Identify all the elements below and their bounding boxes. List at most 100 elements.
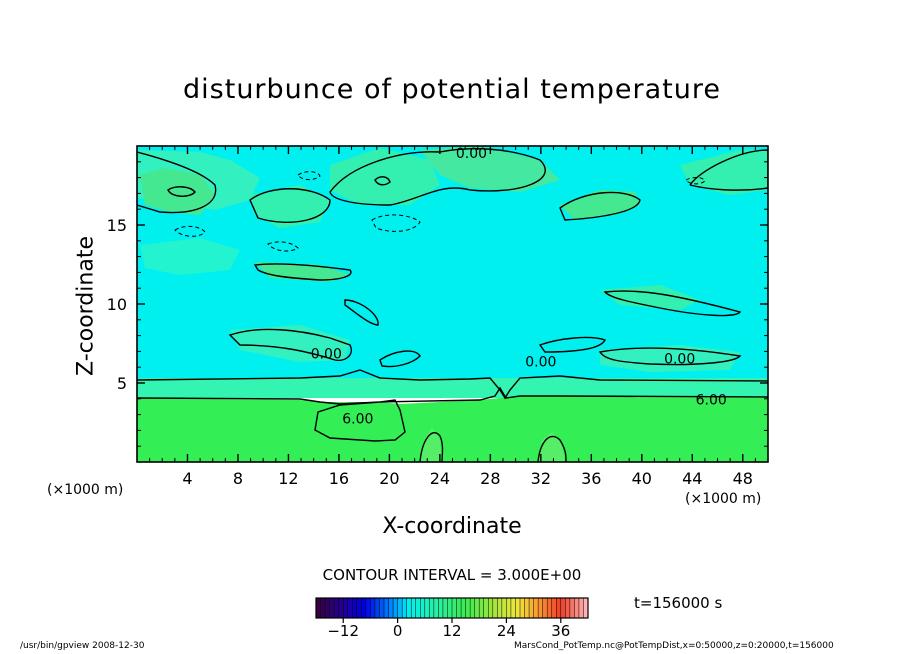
colorbar-cell	[438, 598, 444, 618]
contour-0-small-left	[167, 186, 196, 197]
colorbar-cell	[479, 598, 485, 618]
colorbar-cell	[388, 598, 394, 618]
colorbar-cell	[393, 598, 398, 618]
colorbar: −12 0 12 24 36	[315, 597, 589, 640]
y-axis-label: Z-coordinate	[73, 236, 99, 376]
x-tick-label: 24	[430, 469, 450, 488]
colorbar-cell	[560, 598, 566, 618]
contour-6-blob-33	[537, 435, 567, 462]
colorbar-tick-label: 0	[393, 622, 403, 640]
y-axis: 5 10 15	[107, 161, 768, 447]
colorbar-cell	[578, 598, 584, 618]
colorbar-cell	[538, 598, 543, 618]
contour-lines	[137, 148, 768, 462]
patch-lower-left	[230, 325, 350, 362]
colorbar-cell	[361, 598, 367, 618]
colorbar-cell	[569, 598, 575, 618]
contour-0-boundary	[137, 369, 768, 400]
neg-contour-1	[174, 225, 206, 237]
colorbar-cell	[429, 598, 435, 618]
colorbar-cell	[461, 598, 466, 618]
colorbar-cell	[397, 598, 403, 618]
patch-top-right	[420, 146, 560, 192]
x-axis: 4 8 12 16 20 24 28 32 36 40 44 48	[149, 146, 769, 488]
colorbar-cell	[452, 598, 457, 618]
x-tick-label: 40	[632, 469, 652, 488]
patch-center-strip	[255, 262, 350, 282]
x-tick-label: 8	[233, 469, 243, 488]
negative-contours	[174, 171, 706, 252]
contour-0-strip-32-36	[538, 336, 606, 353]
colorbar-cell	[470, 598, 475, 618]
x-tick-label: 32	[531, 469, 551, 488]
colorbar-cell	[465, 598, 471, 618]
colorbar-cell	[497, 598, 503, 618]
colorbar-cell	[420, 598, 426, 618]
colorbar-cell	[492, 598, 498, 618]
patch-mid-left	[140, 238, 240, 275]
field-band-lower	[137, 396, 768, 462]
neg-contour-2	[267, 241, 299, 252]
x-tick-label: 20	[379, 469, 399, 488]
colorbar-cell	[343, 598, 349, 618]
colorbar-cell	[374, 598, 380, 618]
colorbar-cell	[347, 598, 353, 618]
contour-0-right-oval	[559, 191, 641, 221]
patch-left-green	[140, 168, 215, 215]
colorbar-cell	[529, 598, 534, 618]
x-tick-label: 48	[733, 469, 753, 488]
plot-area	[137, 146, 768, 462]
contour-label: 0.00	[525, 354, 556, 370]
colorbar-cell	[442, 598, 448, 618]
contour-0-left-oval	[249, 188, 331, 224]
contour-6-boundary	[137, 386, 768, 442]
neg-contour-5	[685, 177, 706, 185]
colorbar-cell	[384, 598, 389, 618]
colorbar-cell	[424, 598, 430, 618]
colorbar-tick-label: 12	[442, 622, 461, 640]
contour-interval-label: CONTOUR INTERVAL = 3.000E+00	[322, 566, 582, 584]
footer-program-date: /usr/bin/gpview 2008-12-30	[20, 641, 145, 651]
contour-0-top	[137, 151, 217, 214]
x-axis-label: X-coordinate	[382, 514, 522, 539]
contour-label: 0.00	[664, 351, 695, 367]
colorbar-cell	[515, 598, 521, 618]
colorbar-tick-label: 24	[497, 622, 516, 640]
colorbar-cell	[456, 598, 462, 618]
colorbar-cell	[365, 598, 371, 618]
contour-0-strip-36-48	[598, 347, 742, 366]
colorbar-cell	[551, 598, 557, 618]
colorbar-cell	[547, 598, 553, 618]
y-tick-label: 15	[107, 216, 127, 235]
contour-0-top-center	[329, 148, 546, 206]
colorbar-cell	[433, 598, 439, 618]
colorbar-cell	[334, 598, 339, 618]
colorbar-cell	[370, 598, 376, 618]
y-tick-label: 5	[117, 374, 127, 393]
contour-label: 0.00	[311, 347, 342, 363]
contour-0-upper-right	[689, 149, 768, 191]
colorbar-cell	[474, 598, 480, 618]
contour-6-blob-24	[419, 432, 444, 462]
contour-0-strip-18-20	[344, 299, 379, 326]
colorbar-cell	[574, 598, 580, 618]
colorbar-cell	[556, 598, 562, 618]
colorbar-cell	[352, 598, 358, 618]
colorbar-cell	[520, 598, 525, 618]
colorbar-cell	[524, 598, 530, 618]
x-tick-label: 12	[278, 469, 298, 488]
colorbar-cell	[565, 598, 571, 618]
colorbar-cell	[316, 598, 321, 618]
colorbar-cell	[542, 598, 548, 618]
colorbar-cell	[483, 598, 489, 618]
colorbar-cell	[338, 598, 344, 618]
x-tick-label: 36	[581, 469, 601, 488]
x-tick-label: 4	[182, 469, 192, 488]
contour-0-strip-20-24	[379, 350, 421, 368]
colorbar-cell	[320, 598, 326, 618]
colorbar-tick-label: 36	[551, 622, 570, 640]
lower-blob-33	[538, 432, 565, 462]
contour-0-strip-12-20	[228, 328, 352, 362]
contour-label-layer: 0.00 0.00 0.00 0.00 6.00 6.00	[311, 146, 727, 427]
